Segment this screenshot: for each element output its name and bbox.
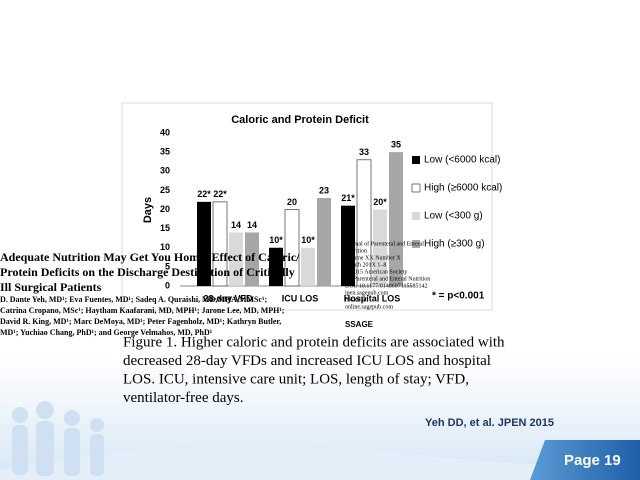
authors: Catrina Cropano, MSc¹; Haytham Kaafarani… — [0, 306, 285, 315]
x-tick-label: 28-day VFD — [203, 293, 253, 303]
data-label: 23 — [319, 185, 329, 195]
data-label: 20* — [373, 197, 387, 207]
paper-title: Protein Deficits on the Discharge Destin… — [0, 265, 295, 279]
page-number: Page 19 — [564, 452, 621, 469]
figure-caption: decreased 28-day VFDs and increased ICU … — [123, 353, 491, 369]
legend-label: High (≥6000 kcal) — [424, 183, 502, 194]
figure-caption: Figure 1. Higher caloric and protein def… — [123, 334, 505, 350]
journal-info: for Parenteral and Enteral Nutrition — [345, 275, 430, 282]
bar — [197, 201, 211, 286]
x-tick-label: Hospital LOS — [344, 293, 401, 303]
legend-swatch — [412, 240, 420, 248]
y-tick-label: 10 — [160, 242, 170, 252]
chart-title: Caloric and Protein Deficit — [231, 114, 369, 126]
journal-info: hosted at — [345, 297, 367, 303]
citation: Yeh DD, et al. JPEN 2015 — [425, 417, 554, 429]
y-tick-label: 30 — [160, 166, 170, 176]
journal-info: jpen.sagepub.com — [344, 290, 389, 296]
bar — [389, 152, 403, 286]
y-tick-label: 15 — [160, 223, 170, 233]
data-label: 35 — [391, 140, 401, 150]
journal-info: Month 201X 1–8 — [345, 262, 386, 268]
data-label: 20 — [287, 197, 297, 207]
data-label: 10* — [301, 235, 315, 245]
journal-info: Journal of Parenteral and Enteral — [345, 240, 424, 247]
journal-info: DOI: 10.1177/0148607115585142 — [345, 283, 428, 289]
data-label: 10* — [269, 235, 283, 245]
journal-info: Nutrition — [345, 248, 367, 254]
legend-label: High (≥300 g) — [424, 239, 485, 250]
publisher: SSAGE — [345, 320, 374, 329]
y-axis-label: Days — [142, 197, 154, 223]
page-bar — [530, 440, 640, 480]
paper-title: Ill Surgical Patients — [0, 280, 102, 294]
x-tick-label: ICU LOS — [282, 293, 319, 303]
bar — [212, 201, 228, 287]
journal-info: Volume XX Number X — [345, 255, 401, 261]
bar — [356, 159, 372, 287]
figure-caption: ventilator-free days. — [123, 390, 243, 406]
silhouettes — [12, 401, 104, 476]
authors: David R. King, MD¹; Marc DeMoya, MD¹; Pe… — [0, 317, 281, 326]
figure-caption: LOS. ICU, intensive care unit; LOS, leng… — [123, 371, 469, 387]
annotation: * = p<0.001 — [432, 291, 485, 302]
legend-swatch — [412, 212, 420, 220]
bar — [317, 198, 331, 286]
y-tick-label: 35 — [160, 147, 170, 157]
data-label: 14 — [231, 220, 241, 230]
journal-info: online.sagepub.com — [345, 304, 393, 310]
bar — [301, 247, 315, 286]
data-label: 14 — [247, 220, 257, 230]
y-tick-label: 25 — [160, 185, 170, 195]
y-tick-label: 20 — [160, 204, 170, 214]
bar — [284, 209, 300, 287]
legend-label: Low (<6000 kcal) — [424, 155, 500, 166]
data-label: 21* — [341, 193, 355, 203]
authors: MD¹; Yuchiao Chang, PhD¹; and George Vel… — [0, 328, 213, 337]
bar — [229, 232, 243, 286]
journal-info: © 2015 American Society — [345, 268, 407, 275]
data-label: 33 — [359, 147, 369, 157]
legend-swatch — [412, 156, 420, 164]
data-label: 22* — [213, 189, 227, 199]
y-tick-label: 5 — [165, 261, 170, 271]
authors: D. Dante Yeh, MD¹; Eva Fuentes, MD¹; Sad… — [0, 295, 267, 304]
bar — [341, 205, 355, 286]
bar — [373, 209, 387, 286]
data-label: 22* — [197, 189, 211, 199]
y-tick-label: 40 — [160, 127, 170, 137]
wave — [0, 440, 640, 480]
paper-title: Adequate Nutrition May Get You Home: Eff… — [0, 250, 300, 264]
y-tick-label: 0 — [165, 280, 170, 290]
legend-swatch — [411, 183, 421, 193]
bar — [269, 247, 283, 286]
legend-label: Low (<300 g) — [424, 211, 483, 222]
bar — [245, 232, 259, 286]
